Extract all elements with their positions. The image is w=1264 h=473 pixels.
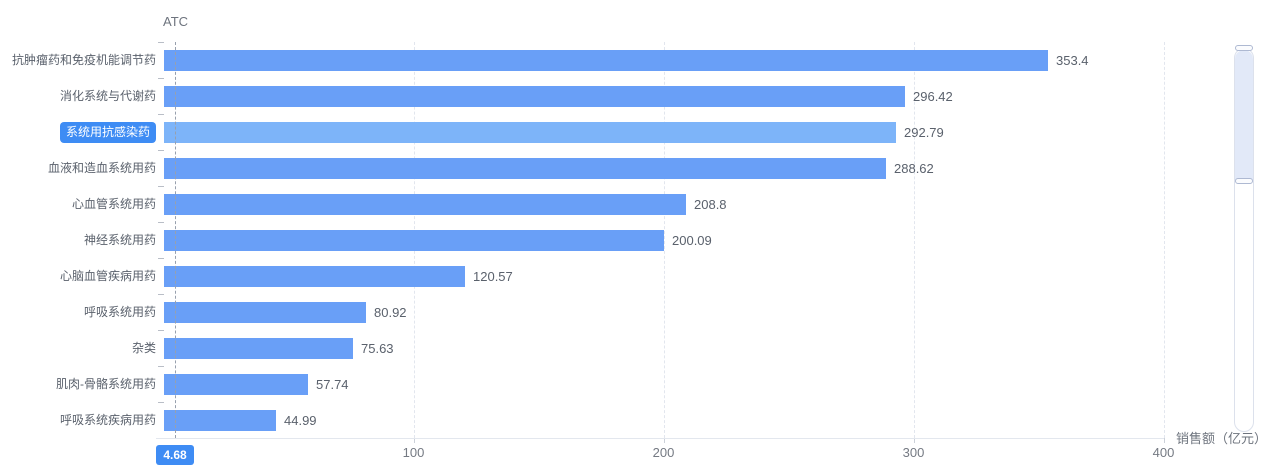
bar-value-label: 288.62 xyxy=(894,161,934,176)
category-label: 肌肉-骨骼系统用药 xyxy=(56,377,156,391)
category-label: 呼吸系统用药 xyxy=(83,305,156,319)
bar[interactable] xyxy=(164,194,686,215)
category-label: 抗肿瘤药和免疫机能调节药 xyxy=(11,53,156,67)
x-tick-label: 200 xyxy=(652,445,675,460)
y-axis-name: ATC xyxy=(163,14,189,29)
category-label: 呼吸系统疾病用药 xyxy=(59,413,156,427)
bar-value-label: 57.74 xyxy=(316,377,349,392)
y-axis-tick xyxy=(158,402,164,403)
category-label: 心脑血管疾病用药 xyxy=(59,269,156,283)
gridline xyxy=(663,42,665,438)
bar[interactable] xyxy=(164,158,886,179)
x-axis-line xyxy=(156,438,1164,439)
axis-pointer-line xyxy=(175,42,177,438)
datazoom-handle-top[interactable] xyxy=(1235,45,1253,51)
gridline xyxy=(1163,42,1165,438)
y-axis-tick xyxy=(158,258,164,259)
bar[interactable] xyxy=(164,410,276,431)
bar-value-label: 44.99 xyxy=(284,413,317,428)
bar[interactable] xyxy=(164,230,664,251)
bar-value-label: 200.09 xyxy=(672,233,712,248)
bar[interactable] xyxy=(164,86,905,107)
category-label: 消化系统与代谢药 xyxy=(59,89,156,103)
axis-pointer-value-badge: 4.68 xyxy=(156,445,194,465)
category-label: 血液和造血系统用药 xyxy=(47,161,156,175)
x-tick-label: 100 xyxy=(402,445,425,460)
y-axis-tick xyxy=(158,222,164,223)
x-axis-tick xyxy=(1163,438,1165,443)
bar-value-label: 208.8 xyxy=(694,197,727,212)
x-axis-tick xyxy=(413,438,415,443)
x-tick-label: 300 xyxy=(902,445,925,460)
bar[interactable] xyxy=(164,338,353,359)
category-label: 系统用抗感染药 xyxy=(0,122,156,143)
gridline xyxy=(913,42,915,438)
datazoom-selection[interactable] xyxy=(1235,50,1253,180)
bar-value-label: 75.63 xyxy=(361,341,394,356)
category-label: 心血管系统用药 xyxy=(71,197,156,211)
y-axis-tick xyxy=(158,78,164,79)
bar[interactable] xyxy=(164,302,366,323)
bar-value-label: 292.79 xyxy=(904,125,944,140)
y-axis-tick xyxy=(158,186,164,187)
x-axis-tick xyxy=(663,438,665,443)
y-axis-tick xyxy=(158,42,164,43)
bar-value-label: 353.4 xyxy=(1056,53,1089,68)
y-axis-tick xyxy=(158,114,164,115)
y-axis-tick xyxy=(158,294,164,295)
bar[interactable] xyxy=(164,122,896,143)
y-axis-tick xyxy=(158,366,164,367)
x-axis-tick xyxy=(913,438,915,443)
x-axis-name: 销售额（亿元） xyxy=(1176,431,1264,446)
bar-value-label: 296.42 xyxy=(913,89,953,104)
bar-value-label: 120.57 xyxy=(473,269,513,284)
y-axis-tick xyxy=(158,330,164,331)
bar[interactable] xyxy=(164,374,308,395)
category-label: 杂类 xyxy=(131,341,156,355)
bar-value-label: 80.92 xyxy=(374,305,407,320)
bar[interactable] xyxy=(164,50,1048,71)
datazoom-handle-bottom[interactable] xyxy=(1235,178,1253,184)
category-label: 神经系统用药 xyxy=(83,233,156,247)
x-tick-label: 400 xyxy=(1152,445,1175,460)
bar[interactable] xyxy=(164,266,465,287)
axis-pointer-category-badge: 系统用抗感染药 xyxy=(59,122,156,143)
y-axis-tick xyxy=(158,150,164,151)
